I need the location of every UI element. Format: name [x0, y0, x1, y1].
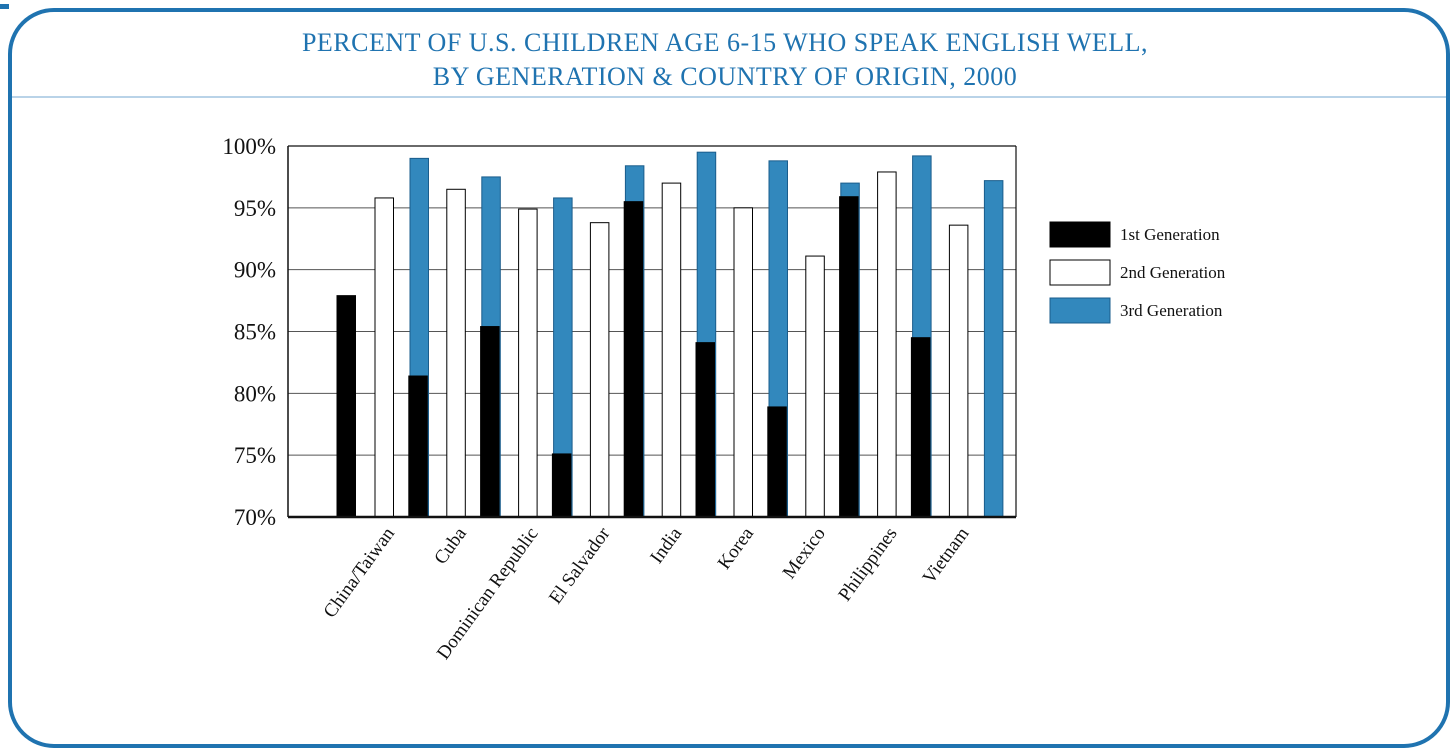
- axes: [287, 145, 1017, 519]
- bar-1-el-salvador: [551, 453, 572, 518]
- bar-2-mexico: [805, 255, 825, 518]
- category-label: Philippines: [834, 524, 901, 606]
- chart-title-line-2: BY GENERATION & COUNTRY OF ORIGIN, 2000: [432, 62, 1018, 91]
- bar-1-cuba: [408, 375, 428, 518]
- bar-2-cuba: [446, 188, 466, 518]
- bar-1-india: [623, 201, 644, 518]
- bar-1-dominican-republic: [480, 326, 500, 518]
- category-label: Vietnam: [919, 523, 974, 588]
- bar-1-philippines: [839, 196, 859, 518]
- category-label: Cuba: [430, 523, 471, 568]
- bar-2-china-taiwan: [374, 197, 394, 518]
- bar-1-china-taiwan: [336, 295, 356, 518]
- bar-2-philippines: [877, 171, 897, 518]
- chart-title-line-1: PERCENT OF U.S. CHILDREN AGE 6-15 WHO SP…: [301, 28, 1149, 57]
- gridlines: [288, 145, 1016, 456]
- y-tick-labels: 70% 75% 80% 85% 90% 95% 100%: [222, 134, 276, 530]
- chart-title: PERCENT OF U.S. CHILDREN AGE 6-15 WHO SP…: [0, 26, 1450, 94]
- category-label: Mexico: [779, 524, 830, 583]
- legend: 1st Generation 2nd Generation 3rd Generati…: [1049, 221, 1226, 324]
- legend-label: 2nd Generation: [1120, 263, 1226, 282]
- bar-2-korea: [733, 207, 753, 518]
- bar-1-korea: [695, 342, 715, 518]
- legend-swatch: [1049, 221, 1111, 248]
- y-tick-label: 80%: [234, 381, 276, 406]
- y-tick-label: 100%: [222, 134, 276, 159]
- bar-2-vietnam: [948, 224, 969, 518]
- title-divider: [12, 96, 1446, 98]
- bar-2-el-salvador: [589, 222, 610, 518]
- figure-tag-fragment: [0, 0, 9, 9]
- bar-3-vietnam: [983, 180, 1004, 518]
- y-tick-label: 70%: [234, 505, 276, 530]
- legend-swatch: [1049, 259, 1111, 286]
- category-label: Korea: [714, 523, 759, 573]
- bar-1-mexico: [767, 406, 787, 518]
- legend-label: 1st Generation: [1120, 225, 1220, 244]
- bar-2-india: [661, 182, 682, 518]
- bars: [336, 151, 1004, 518]
- legend-label: 3rd Generation: [1120, 301, 1223, 320]
- bar-2-dominican-republic: [518, 208, 538, 518]
- category-label: China/Taiwan: [320, 523, 400, 622]
- bar-1-vietnam: [910, 337, 931, 518]
- legend-swatch: [1049, 297, 1111, 324]
- category-label: India: [646, 523, 686, 567]
- y-tick-label: 85%: [234, 320, 276, 345]
- bar-chart: 70%75%80%85%90%95%100% China/Taiwan CubaD…: [222, 134, 1226, 664]
- category-label: El Salvador: [545, 523, 615, 608]
- y-tick-label: 90%: [234, 258, 276, 283]
- y-tick-label: 75%: [234, 443, 276, 468]
- y-tick-label: 95%: [234, 196, 276, 221]
